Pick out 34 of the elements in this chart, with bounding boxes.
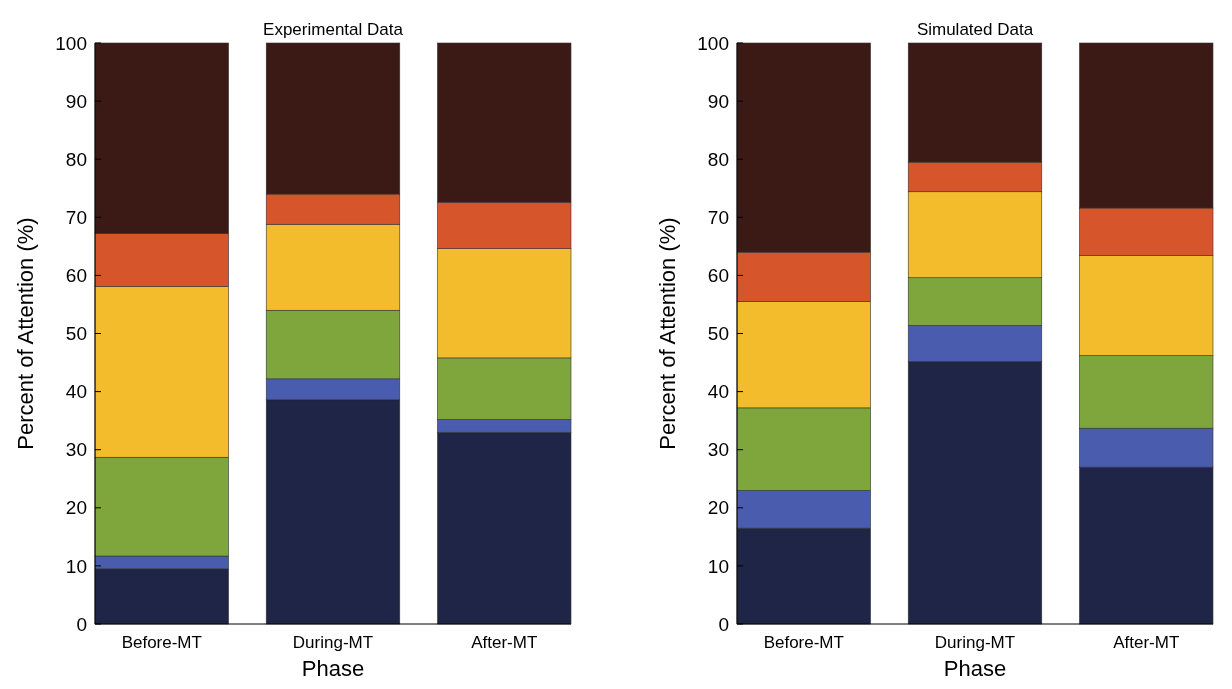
chart-title: Experimental Data bbox=[263, 20, 404, 39]
y-tick-label: 100 bbox=[55, 32, 87, 54]
x-axis-title: Phase bbox=[943, 656, 1007, 681]
x-axis-title: Phase bbox=[301, 656, 365, 681]
y-tick-label: 30 bbox=[707, 439, 729, 461]
y-tick-label: 50 bbox=[707, 323, 729, 345]
x-tick-label: Before-MT bbox=[763, 633, 844, 652]
y-tick-label: 40 bbox=[707, 381, 729, 403]
y-tick-label: 70 bbox=[707, 206, 729, 228]
x-tick-label: After-MT bbox=[471, 633, 538, 652]
y-tick-label: 60 bbox=[65, 265, 87, 287]
y-tick-label: 100 bbox=[697, 32, 729, 54]
y-axis-title: Percent of Attention (%) bbox=[655, 217, 680, 450]
y-tick-label: 70 bbox=[65, 206, 87, 228]
y-tick-label: 90 bbox=[707, 90, 729, 112]
y-tick-label: 50 bbox=[65, 323, 87, 345]
y-tick-label: 10 bbox=[65, 555, 87, 577]
y-tick-label: 80 bbox=[65, 148, 87, 170]
x-tick-label: During-MT bbox=[292, 633, 374, 652]
y-axis-title: Percent of Attention (%) bbox=[13, 217, 38, 450]
y-tick-label: 20 bbox=[707, 497, 729, 519]
y-tick-label: 40 bbox=[65, 381, 87, 403]
x-tick-label: During-MT bbox=[934, 633, 1016, 652]
chart-title: Simulated Data bbox=[916, 20, 1034, 39]
y-tick-label: 90 bbox=[65, 90, 87, 112]
y-tick-label: 0 bbox=[718, 613, 729, 635]
y-tick-label: 20 bbox=[65, 497, 87, 519]
y-tick-label: 60 bbox=[707, 265, 729, 287]
y-tick-label: 80 bbox=[707, 148, 729, 170]
y-tick-label: 0 bbox=[76, 613, 87, 635]
x-tick-label: After-MT bbox=[1113, 633, 1180, 652]
y-tick-label: 30 bbox=[65, 439, 87, 461]
x-tick-label: Before-MT bbox=[121, 633, 202, 652]
y-tick-label: 10 bbox=[707, 555, 729, 577]
